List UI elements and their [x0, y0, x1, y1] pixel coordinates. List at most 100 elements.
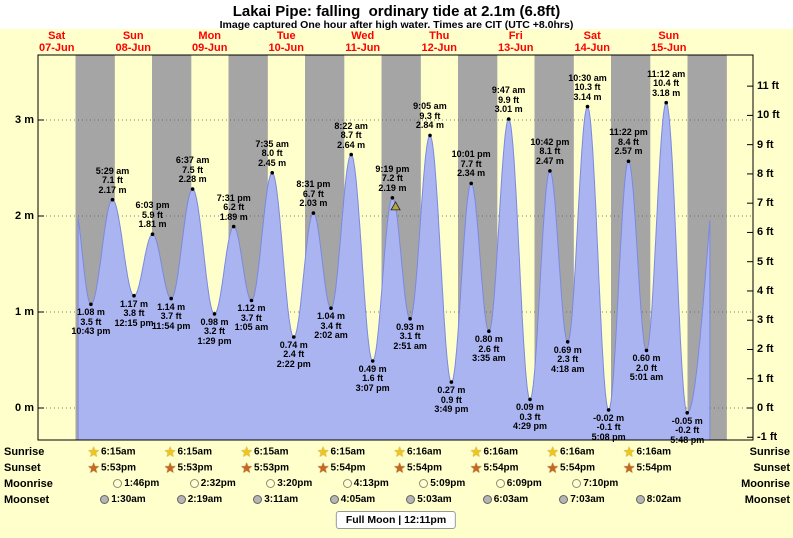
- annotation-line: 12:15 pm: [114, 317, 154, 328]
- low-tide-annotation: 1.14 m 3.7 ft 11:54 pm: [139, 302, 203, 332]
- low-tide-annotation: 1.04 m 3.4 ft 2:02 am: [299, 312, 363, 341]
- annotation-line: 3.1 ft: [399, 331, 421, 342]
- moonset-entry: 1:30am: [100, 494, 146, 507]
- tide-extreme-dot: [664, 100, 668, 105]
- high-tide-annotation: 10:30 am 10.3 ft 3.14 m: [555, 73, 619, 103]
- tide-extreme-dot: [270, 171, 275, 175]
- date-label-date: 11-Jun: [345, 41, 381, 54]
- astro-time-label: 3:20pm: [277, 478, 313, 489]
- annotation-line: 2.64 m: [337, 139, 366, 150]
- tide-extreme-dot: [487, 329, 491, 334]
- annotation-line: 11:12 am: [647, 68, 686, 79]
- sunset-star-icon: ★: [164, 461, 176, 475]
- moonrise-circle-icon: [342, 479, 352, 488]
- low-tide-annotation: -0.05 m -0.2 ft 5:48 pm: [655, 415, 719, 446]
- annotation-line: 0.93 m: [396, 321, 425, 332]
- moonrise-entry: 5:09pm: [419, 478, 465, 491]
- moonrise-circle-icon: [572, 479, 582, 488]
- annotation-line: 0.74 m: [279, 339, 308, 350]
- annotation-line: -0.2 ft: [675, 425, 700, 436]
- moonset-entry: 2:19am: [176, 494, 222, 507]
- date-label: Thu 12-Jun: [409, 30, 469, 54]
- astro-time-label: 7:10pm: [583, 478, 619, 489]
- astro-row-label-right-moonset: Moonset: [744, 494, 790, 506]
- astro-row-label-right-sunset: Sunset: [753, 462, 790, 474]
- annotation-line: 2.28 m: [178, 174, 207, 185]
- annotation-line: 1.81 m: [138, 219, 167, 230]
- annotation-line: 3.7 ft: [240, 312, 262, 323]
- sunrise-entry: ★ 6:15am: [241, 446, 288, 459]
- annotation-line: 5:01 am: [629, 372, 664, 383]
- moonset-entry: 6:03am: [482, 494, 528, 507]
- moonrise-circle-icon: [189, 479, 199, 488]
- annotation-line: 4:18 am: [550, 363, 585, 374]
- sunrise-entry: ★ 6:15am: [165, 446, 212, 459]
- annotation-line: 8.4 ft: [617, 136, 639, 147]
- plot-border: [37, 54, 754, 441]
- annotation-line: 10.4 ft: [653, 78, 680, 89]
- high-tide-annotation: 10:42 pm 8.1 ft 2.47 m: [518, 137, 582, 167]
- sunrise-star-icon: ★: [394, 445, 405, 459]
- annotation-line: 9:19 pm: [375, 163, 410, 174]
- y-axis-label-right: 10 ft: [757, 109, 780, 122]
- tide-extreme-dot: [565, 340, 570, 344]
- moonrise-entry: 4:13pm: [342, 478, 389, 491]
- astro-time-label: 5:54pm: [407, 462, 443, 474]
- annotation-line: 6:03 pm: [135, 200, 170, 211]
- moonrise-circle-icon: [266, 479, 276, 488]
- annotation-line: 3.01 m: [494, 104, 523, 115]
- date-label-day: Sat: [583, 30, 601, 42]
- y-axis-label-right: 7 ft: [757, 197, 774, 210]
- annotation-line: 10.3 ft: [574, 82, 601, 93]
- annotation-line: -0.02 m: [593, 412, 625, 423]
- astro-row-label-left-moonset: Moonset: [4, 494, 50, 506]
- high-tide-annotation: 6:37 am 7.5 ft 2.28 m: [161, 156, 225, 185]
- annotation-line: -0.05 m: [671, 415, 703, 426]
- annotation-line: 3.14 m: [573, 91, 602, 102]
- y-axis-label-right: 3 ft: [757, 314, 774, 327]
- annotation-line: 7.7 ft: [460, 158, 482, 169]
- tide-extreme-dot: [329, 306, 333, 311]
- high-tide-annotation: 7:31 pm 6.2 ft 1.89 m: [202, 193, 266, 223]
- sunrise-star-icon: ★: [623, 445, 635, 459]
- sunrise-entry: ★ 6:15am: [88, 446, 135, 459]
- annotation-line: 6.7 ft: [302, 188, 324, 199]
- astro-time-label: 4:05am: [340, 494, 376, 505]
- page-title: Lakai Pipe: falling ordinary tide at 2.1…: [232, 3, 561, 20]
- high-tide-annotation: 9:05 am 9.3 ft 2.84 m: [398, 102, 462, 131]
- annotation-line: 11:54 pm: [151, 320, 191, 331]
- y-axis-label-left: 1 m: [15, 306, 34, 318]
- sunset-entry: ★ 5:54pm: [318, 462, 366, 475]
- annotation-line: 5:48 pm: [670, 434, 705, 445]
- date-label-day: Mon: [198, 30, 222, 42]
- annotation-line: 2.03 m: [299, 198, 328, 209]
- astro-time-label: 2:32pm: [200, 478, 236, 489]
- y-axis-label-left: 0 m: [15, 402, 34, 414]
- sunset-star-icon: ★: [394, 461, 405, 475]
- astro-time-label: 6:16am: [483, 446, 518, 458]
- sunrise-star-icon: ★: [470, 445, 482, 459]
- sunset-star-icon: ★: [547, 461, 558, 475]
- tide-curve-line: [77, 102, 711, 440]
- page-subtitle: Image captured One hour after high water…: [219, 19, 574, 31]
- tide-extreme-dot: [644, 348, 649, 353]
- full-moon-badge: Full Moon | 12:11pm: [335, 511, 457, 529]
- sunset-entry: ★ 5:53pm: [241, 462, 289, 475]
- sunrise-star-icon: ★: [547, 445, 558, 459]
- date-label-date: 10-Jun: [268, 41, 304, 54]
- date-label: Sat 07-Jun: [27, 30, 87, 54]
- date-label-day: Sun: [658, 30, 680, 42]
- sunset-entry: ★ 5:54pm: [624, 462, 672, 475]
- sunset-entry: ★ 5:54pm: [471, 462, 519, 475]
- high-tide-annotation: 8:22 am 8.7 ft 2.64 m: [319, 121, 383, 151]
- date-label: Sun 08-Jun: [103, 30, 163, 54]
- moonset-circle-icon: [329, 495, 339, 504]
- astro-time-label: 1:46pm: [124, 478, 160, 489]
- high-tide-annotation: 9:19 pm 7.2 ft 2.19 m: [360, 163, 424, 194]
- sunset-star-icon: ★: [241, 461, 252, 475]
- right-axis-ticks: [747, 85, 753, 438]
- astro-time-label: 5:09pm: [430, 478, 466, 489]
- moonset-circle-icon: [253, 495, 263, 504]
- y-axis-label-right: 5 ft: [757, 255, 774, 268]
- low-tide-annotation: 1.08 m 3.5 ft 10:43 pm: [59, 308, 123, 337]
